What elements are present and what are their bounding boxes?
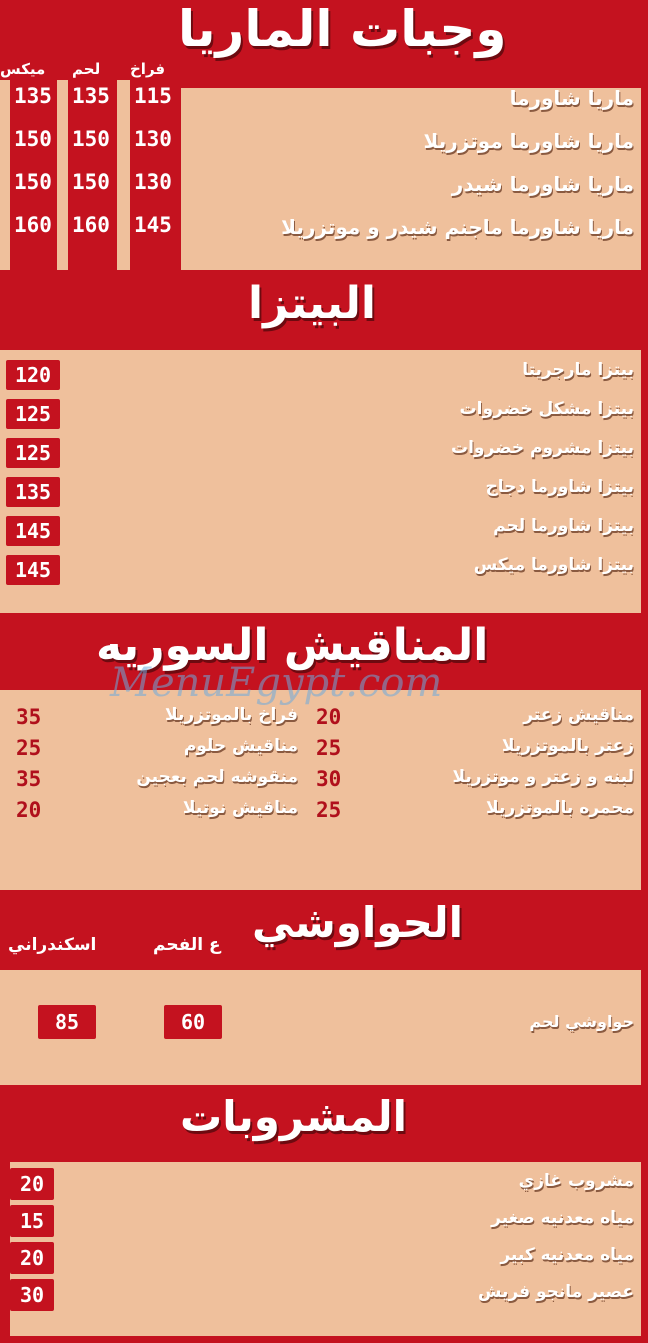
menu-item-price: 20 xyxy=(16,798,42,822)
column-divider xyxy=(0,80,10,270)
menu-item-price: 115 xyxy=(134,84,172,108)
menu-item-name: ماريا شاورما xyxy=(509,86,634,110)
menu-item-price: 30 xyxy=(10,1279,54,1311)
hawawshi-panel xyxy=(0,970,641,1085)
drinks-panel xyxy=(0,1162,641,1336)
menu-item-name: بيتزا شاورما دجاج xyxy=(485,477,634,497)
section-title-drinks: المشروبات xyxy=(180,1092,408,1141)
section-title-maria: وجبات الماريا xyxy=(178,0,507,58)
menu-item-name: بيتزا مشروم خضروات xyxy=(451,438,634,458)
menu-item-name: ماريا شاورما ماجنم شيدر و موتزريلا xyxy=(281,215,634,239)
menu-item-name: بيتزا شاورما لحم xyxy=(493,516,634,536)
menu-item-price: 135 xyxy=(6,477,60,507)
menu-item-price: 160 xyxy=(72,213,110,237)
column-header-mix: ميكس xyxy=(0,60,46,78)
menu-item-price: 125 xyxy=(6,399,60,429)
menu-item-name: فراخ بالموتزريلا xyxy=(165,705,298,725)
menu-item-name: منقوشه لحم بعجين xyxy=(136,767,298,787)
menu-item-price: 120 xyxy=(6,360,60,390)
menu-item-name: بيتزا مشكل خضروات xyxy=(459,399,634,419)
menu-item-name: بيتزا شاورما ميكس xyxy=(473,555,634,575)
menu-item-price: 130 xyxy=(134,170,172,194)
menu-item-name: ماريا شاورما موتزريلا xyxy=(423,129,634,153)
menu-item-name: مناقيش حلوم xyxy=(183,736,298,756)
menu-item-price: 25 xyxy=(316,798,342,822)
column-divider xyxy=(57,80,68,270)
column-header-alexandrian: اسكندراني xyxy=(8,935,97,955)
menu-item-price: 130 xyxy=(134,127,172,151)
menu-item-name: زعتر بالموتزريلا xyxy=(501,736,634,756)
menu-item-name: عصير مانجو فريش xyxy=(477,1282,634,1302)
menu-item-price: 60 xyxy=(164,1005,222,1039)
menu-item-price: 25 xyxy=(16,736,42,760)
column-header-meat: لحم xyxy=(72,60,101,78)
menu-item-price: 150 xyxy=(72,170,110,194)
maria-panel xyxy=(181,88,641,270)
menu-item-price: 30 xyxy=(316,767,342,791)
menu-item-price: 15 xyxy=(10,1205,54,1237)
watermark-logo: MenuEgypt.com xyxy=(110,660,443,706)
menu-item-name: مياه معدنيه كبير xyxy=(500,1245,634,1265)
menu-item-price: 85 xyxy=(38,1005,96,1039)
menu-item-price: 150 xyxy=(14,170,52,194)
menu-item-price: 20 xyxy=(10,1168,54,1200)
menu-item-price: 20 xyxy=(10,1242,54,1274)
menu-item-name: محمره بالموتزريلا xyxy=(486,798,634,818)
pizza-panel xyxy=(0,350,641,613)
menu-item-name: مشروب غازي xyxy=(518,1171,634,1191)
menu-item-price: 25 xyxy=(316,736,342,760)
menu-item-name: مياه معدنيه صغير xyxy=(491,1208,634,1228)
menu-item-name: حواوشي لحم xyxy=(529,1012,634,1031)
menu-item-name: مناقيش نوتيلا xyxy=(182,798,298,818)
section-title-hawawshi: الحواوشي xyxy=(252,898,464,947)
menu-item-name: مناقيش زعتر xyxy=(523,705,634,725)
menu-item-price: 125 xyxy=(6,438,60,468)
menu-item-price: 145 xyxy=(6,516,60,546)
column-header-chicken: فراخ xyxy=(130,60,166,78)
menu-item-price: 135 xyxy=(72,84,110,108)
section-title-manakish: المناقيش السوريه xyxy=(96,620,489,671)
menu-item-price: 20 xyxy=(316,705,342,729)
column-divider xyxy=(117,80,130,270)
column-header-charcoal: ع الفحم xyxy=(153,935,221,955)
menu-item-name: بيتزا مارجريتا xyxy=(522,360,634,380)
section-title-pizza: البيتزا xyxy=(248,278,376,329)
menu-item-price: 135 xyxy=(14,84,52,108)
manakish-panel xyxy=(0,690,641,890)
menu-item-name: لبنه و زعتر و موتزريلا xyxy=(452,767,634,787)
menu-item-price: 35 xyxy=(16,767,42,791)
menu-item-price: 145 xyxy=(6,555,60,585)
menu-item-price: 35 xyxy=(16,705,42,729)
price-column-strip xyxy=(0,1162,10,1336)
menu-item-price: 160 xyxy=(14,213,52,237)
menu-item-price: 150 xyxy=(72,127,110,151)
menu-item-price: 145 xyxy=(134,213,172,237)
menu-item-name: ماريا شاورما شيدر xyxy=(451,172,634,196)
menu-item-price: 150 xyxy=(14,127,52,151)
